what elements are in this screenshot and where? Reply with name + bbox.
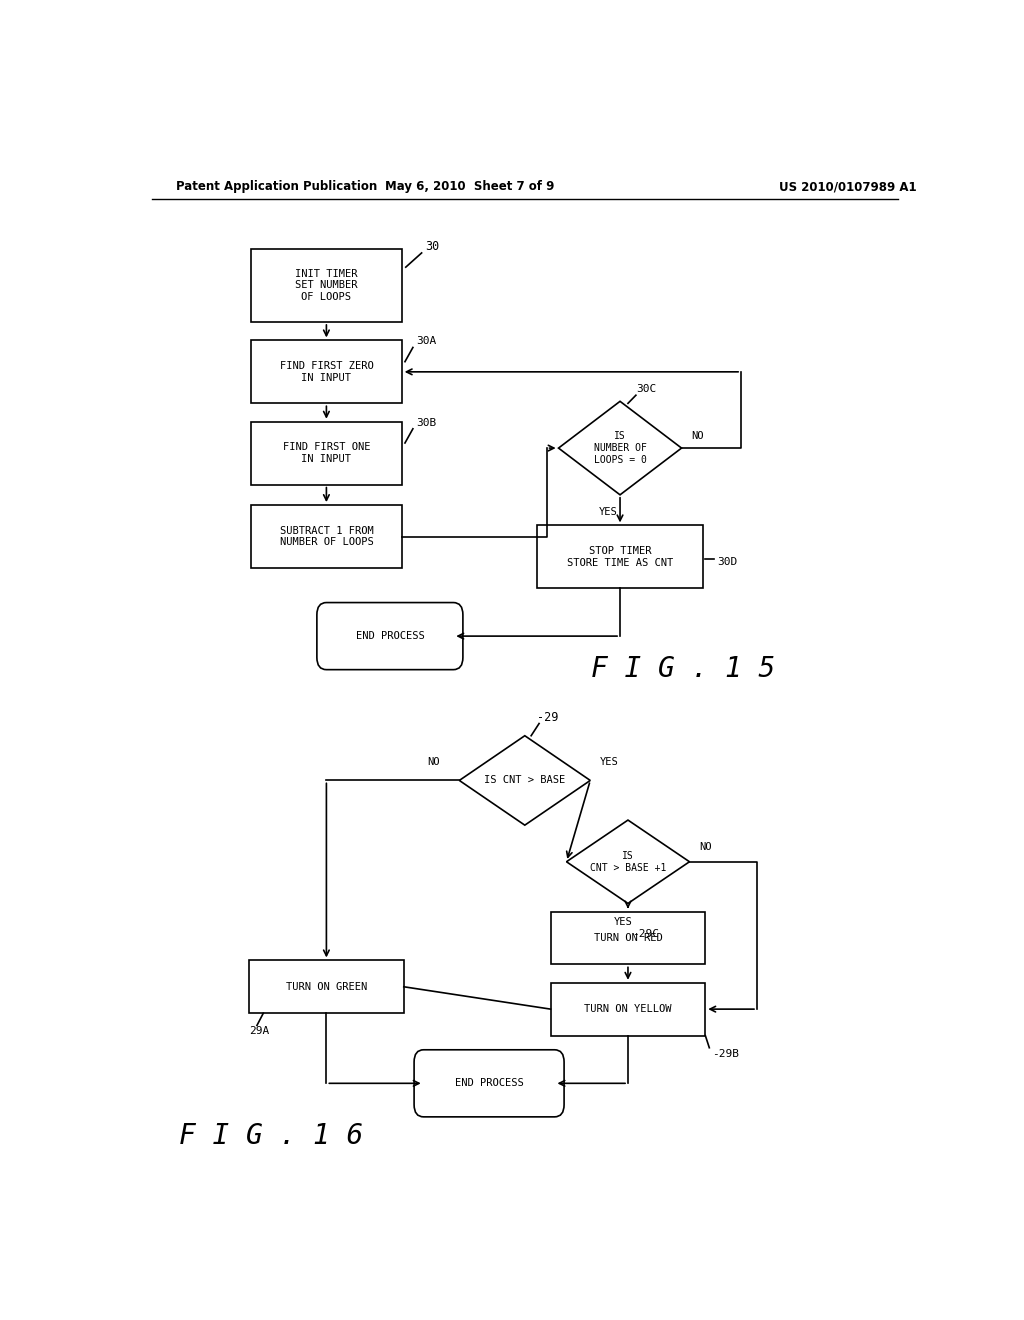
FancyBboxPatch shape — [251, 341, 401, 404]
Text: TURN ON RED: TURN ON RED — [594, 933, 663, 942]
FancyBboxPatch shape — [551, 912, 706, 965]
FancyBboxPatch shape — [537, 525, 703, 589]
Text: F I G . 1 6: F I G . 1 6 — [179, 1122, 362, 1150]
Text: INIT TIMER
SET NUMBER
OF LOOPS: INIT TIMER SET NUMBER OF LOOPS — [295, 269, 357, 302]
Text: FIND FIRST ONE
IN INPUT: FIND FIRST ONE IN INPUT — [283, 442, 370, 463]
Text: NO: NO — [691, 430, 703, 441]
Text: IS CNT > BASE: IS CNT > BASE — [484, 775, 565, 785]
FancyBboxPatch shape — [249, 961, 403, 1014]
Text: STOP TIMER
STORE TIME AS CNT: STOP TIMER STORE TIME AS CNT — [567, 546, 673, 568]
Text: -29C: -29C — [632, 929, 658, 939]
Polygon shape — [460, 735, 590, 825]
Text: -29B: -29B — [712, 1049, 738, 1059]
Text: Patent Application Publication: Patent Application Publication — [176, 181, 377, 193]
FancyBboxPatch shape — [251, 421, 401, 484]
Polygon shape — [558, 401, 682, 495]
Text: YES: YES — [600, 758, 618, 767]
Text: IS
NUMBER OF
LOOPS = 0: IS NUMBER OF LOOPS = 0 — [594, 432, 646, 465]
Text: 30C: 30C — [636, 384, 656, 395]
Text: May 6, 2010  Sheet 7 of 9: May 6, 2010 Sheet 7 of 9 — [385, 181, 554, 193]
Text: US 2010/0107989 A1: US 2010/0107989 A1 — [778, 181, 916, 193]
Text: 30D: 30D — [718, 557, 738, 566]
FancyBboxPatch shape — [551, 982, 706, 1036]
Text: YES: YES — [613, 916, 633, 927]
FancyBboxPatch shape — [251, 249, 401, 322]
Text: YES: YES — [599, 507, 617, 517]
Text: TURN ON YELLOW: TURN ON YELLOW — [585, 1005, 672, 1014]
FancyBboxPatch shape — [316, 602, 463, 669]
Text: NO: NO — [428, 758, 440, 767]
Text: 30B: 30B — [416, 417, 436, 428]
Text: END PROCESS: END PROCESS — [355, 631, 424, 642]
Text: END PROCESS: END PROCESS — [455, 1078, 523, 1088]
Text: F I G . 1 5: F I G . 1 5 — [592, 655, 775, 682]
Text: 30: 30 — [426, 240, 440, 253]
Text: SUBTRACT 1 FROM
NUMBER OF LOOPS: SUBTRACT 1 FROM NUMBER OF LOOPS — [280, 525, 374, 548]
Text: IS
CNT > BASE +1: IS CNT > BASE +1 — [590, 851, 667, 873]
Text: 29A: 29A — [249, 1027, 269, 1036]
Polygon shape — [566, 820, 689, 903]
Text: 30A: 30A — [416, 337, 436, 346]
FancyBboxPatch shape — [414, 1049, 564, 1117]
Text: NO: NO — [699, 842, 712, 851]
Text: FIND FIRST ZERO
IN INPUT: FIND FIRST ZERO IN INPUT — [280, 362, 374, 383]
Text: TURN ON GREEN: TURN ON GREEN — [286, 982, 367, 991]
FancyBboxPatch shape — [251, 506, 401, 568]
Text: -29: -29 — [537, 711, 558, 723]
